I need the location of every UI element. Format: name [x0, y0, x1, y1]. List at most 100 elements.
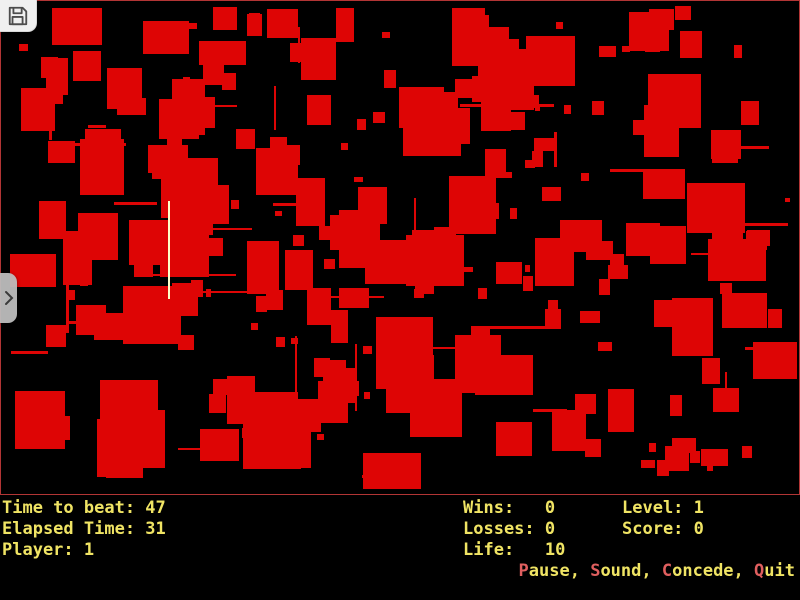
command-menu: Pause, Sound, Concede, Quit [519, 561, 796, 582]
red-block [690, 451, 700, 463]
status-value: 10 [544, 540, 566, 560]
red-block [768, 309, 782, 328]
red-block [707, 464, 713, 471]
red-block [328, 362, 333, 371]
red-block [496, 262, 522, 284]
red-block [373, 112, 385, 123]
red-block [85, 129, 121, 173]
red-block [319, 226, 336, 240]
red-block [10, 254, 56, 287]
red-block [599, 46, 616, 57]
red-block [701, 449, 728, 466]
status-wins: Wins: 0 [463, 498, 565, 519]
red-block [598, 342, 612, 351]
status-value: 31 [145, 519, 166, 539]
red-block [191, 280, 203, 297]
red-block [293, 235, 304, 246]
menu-item-label: oncede [672, 561, 734, 581]
red-block [76, 305, 106, 335]
status-label: Wins: [463, 498, 515, 518]
red-block [336, 8, 354, 42]
menu-item-sound[interactable]: Sound [590, 561, 641, 581]
red-block [455, 79, 475, 98]
red-block [339, 288, 369, 308]
red-block [702, 358, 720, 384]
menu-hotkey: P [518, 561, 529, 581]
red-block [50, 416, 70, 440]
red-block [291, 338, 298, 344]
red-block [548, 300, 558, 310]
menu-item-concede[interactable]: Concede [662, 561, 734, 581]
red-block [633, 120, 644, 135]
status-life: Life: 10 [463, 540, 565, 561]
red-block [197, 291, 265, 293]
red-block [118, 410, 165, 468]
red-block [331, 310, 348, 343]
red-block [629, 12, 669, 51]
red-block [712, 145, 738, 163]
red-block [88, 125, 106, 128]
red-block [267, 9, 298, 38]
red-block [586, 241, 613, 260]
red-block [295, 336, 297, 404]
red-block [417, 347, 495, 349]
red-block [610, 169, 673, 172]
red-block [52, 8, 102, 45]
red-block [11, 351, 48, 354]
red-block [63, 231, 92, 285]
red-block [533, 409, 567, 412]
red-block [608, 265, 628, 279]
red-block [554, 132, 557, 167]
status-middle-column: Wins: 0 Losses: 0 Life: 10 [463, 498, 565, 561]
red-block [580, 311, 600, 323]
red-block [581, 173, 589, 181]
red-block [143, 21, 189, 54]
red-block [198, 228, 252, 230]
red-block [745, 347, 793, 350]
red-block [301, 38, 336, 80]
menu-hotkey: C [661, 561, 673, 581]
player-trail-line [168, 201, 170, 299]
red-block [200, 429, 239, 461]
red-block [460, 104, 554, 107]
red-block [314, 358, 330, 377]
red-block [73, 51, 101, 81]
red-block [206, 289, 211, 297]
red-block [725, 372, 727, 390]
status-value: 0 [693, 519, 704, 539]
menu-item-quit[interactable]: Quit [754, 561, 795, 581]
game-field[interactable] [0, 0, 800, 495]
red-block [63, 143, 126, 146]
red-block [242, 428, 251, 438]
red-block [712, 146, 769, 149]
red-block [209, 394, 226, 413]
status-losses: Losses: 0 [463, 519, 565, 540]
red-block [114, 202, 157, 205]
red-block [341, 143, 348, 150]
red-block [535, 106, 540, 111]
red-block [247, 241, 279, 294]
red-block [48, 141, 75, 163]
red-block [506, 172, 512, 178]
menu-hotkey: S [590, 561, 601, 581]
status-value: 47 [145, 498, 166, 518]
chevron-right-icon [4, 291, 13, 305]
red-block [416, 346, 419, 365]
red-block [364, 392, 370, 399]
save-button[interactable] [0, 0, 37, 32]
status-label: Time to beat: [2, 498, 136, 518]
red-block [298, 27, 300, 63]
red-block [534, 138, 554, 151]
red-block [210, 170, 213, 208]
red-block [324, 259, 335, 269]
red-block [19, 44, 28, 51]
red-block [414, 198, 416, 264]
sidebar-toggle[interactable] [0, 273, 17, 323]
red-block [742, 446, 752, 458]
red-block [744, 223, 788, 226]
red-block [251, 323, 258, 330]
menu-item-pause[interactable]: Pause [519, 561, 570, 581]
red-block [355, 344, 357, 411]
red-block [556, 22, 563, 29]
